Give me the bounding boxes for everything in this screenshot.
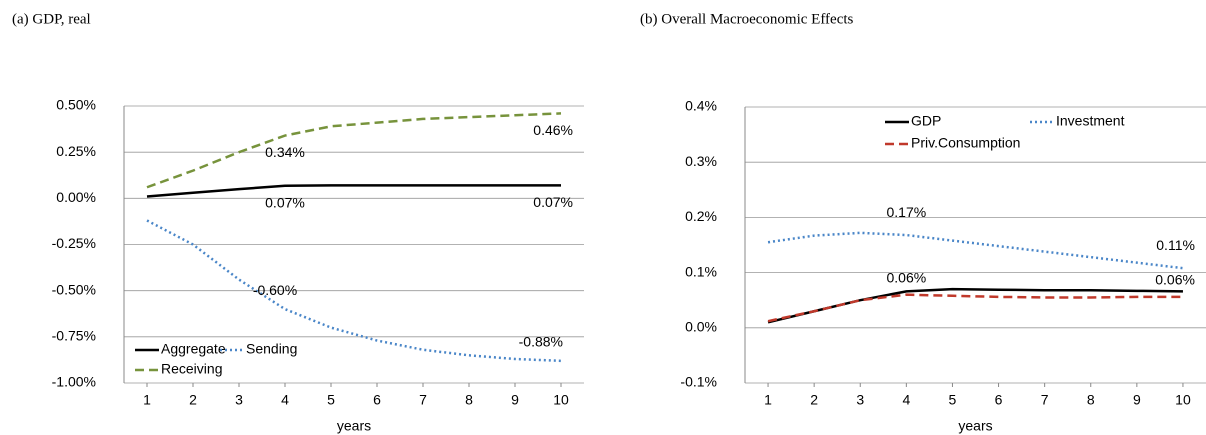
- x-tick-label: 3: [235, 392, 243, 408]
- legend-label: Receiving: [161, 361, 222, 377]
- x-tick-label: 5: [327, 392, 335, 408]
- y-tick-label: 0.2%: [685, 208, 717, 224]
- legend-label: Sending: [246, 341, 297, 357]
- data-label: -0.60%: [253, 282, 297, 298]
- x-tick-label: 8: [465, 392, 473, 408]
- y-tick-label: -0.50%: [52, 281, 96, 297]
- y-tick-label: 0.1%: [685, 263, 717, 279]
- legend-label: Priv.Consumption: [911, 135, 1020, 151]
- y-tick-label: -0.25%: [52, 235, 96, 251]
- x-tick-label: 1: [143, 392, 151, 408]
- y-tick-label: -1.00%: [52, 374, 96, 390]
- series-line: [767, 293, 1183, 323]
- x-tick-label: 7: [419, 392, 427, 408]
- x-tick-label: 5: [949, 392, 957, 408]
- y-tick-label: -0.1%: [680, 374, 717, 390]
- y-tick-label: -0.75%: [52, 328, 96, 344]
- y-tick-label: 0.4%: [685, 98, 717, 114]
- x-tick-label: 6: [373, 392, 381, 408]
- x-axis-label: years: [958, 418, 992, 434]
- series-line: [146, 219, 562, 363]
- data-label: 0.34%: [265, 144, 305, 160]
- series-line: [767, 231, 1184, 270]
- legend-label: GDP: [911, 113, 941, 129]
- x-tick-label: 1: [764, 392, 772, 408]
- x-tick-label: 2: [189, 392, 197, 408]
- x-tick-label: 4: [902, 392, 910, 408]
- legend-label: Investment: [1056, 113, 1125, 129]
- series-line: [767, 287, 1183, 324]
- chart-title: (b) Overall Macroeconomic Effects: [640, 11, 854, 27]
- x-tick-label: 6: [995, 392, 1003, 408]
- x-axis-label: years: [337, 418, 371, 434]
- x-tick-label: 4: [281, 392, 289, 408]
- series-line: [146, 112, 562, 189]
- chart-title: (a) GDP, real: [12, 11, 91, 27]
- x-tick-label: 10: [553, 392, 569, 408]
- x-tick-label: 9: [1133, 392, 1141, 408]
- y-tick-label: 0.25%: [56, 143, 96, 159]
- data-label: 0.17%: [886, 204, 926, 220]
- x-tick-label: 2: [810, 392, 818, 408]
- x-tick-label: 8: [1087, 392, 1095, 408]
- series-line: [146, 184, 561, 198]
- data-label: 0.06%: [886, 269, 926, 285]
- data-label: 0.46%: [533, 122, 573, 138]
- legend-label: Aggregate: [161, 341, 226, 357]
- y-tick-label: 0.0%: [685, 319, 717, 335]
- y-tick-label: 0.3%: [685, 153, 717, 169]
- data-label: 0.07%: [533, 194, 573, 210]
- x-tick-label: 7: [1041, 392, 1049, 408]
- data-label: 0.07%: [265, 194, 305, 210]
- y-tick-label: 0.00%: [56, 189, 96, 205]
- x-tick-label: 3: [856, 392, 864, 408]
- data-label: 0.11%: [1156, 237, 1195, 253]
- x-tick-label: 10: [1175, 392, 1191, 408]
- data-label: 0.06%: [1155, 272, 1195, 288]
- x-tick-label: 9: [511, 392, 519, 408]
- y-tick-label: 0.50%: [56, 97, 96, 113]
- data-label: -0.88%: [519, 334, 563, 350]
